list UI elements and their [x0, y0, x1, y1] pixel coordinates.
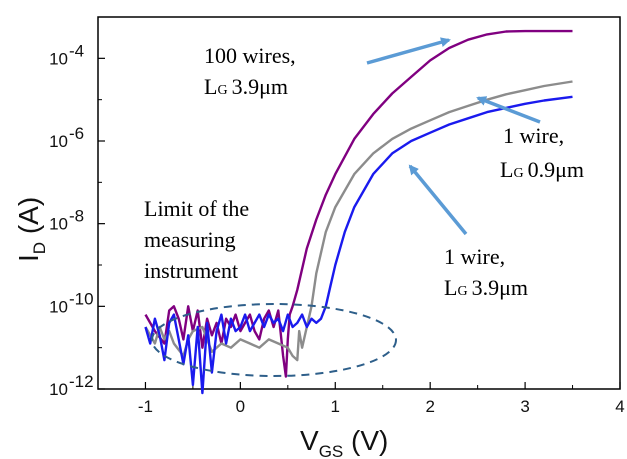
annotation-limit-line3: instrument — [144, 258, 238, 283]
y-tick-exponent: -4 — [69, 41, 84, 60]
annotation-100-wires-line2: LG 3.9μm — [204, 74, 288, 99]
lg-symbol: L — [204, 74, 217, 99]
annotation-limit-line2: measuring — [144, 227, 236, 252]
y-tick-exponent: -12 — [69, 372, 94, 391]
y-tick-base: 10 — [49, 132, 68, 151]
annotation-1-wire-a-line1: 1 wire, — [503, 123, 564, 148]
y-tick-base: 10 — [49, 49, 68, 68]
x-axis-title-sub: GS — [319, 442, 344, 459]
annotation-limit-line1: Limit of the — [144, 196, 249, 221]
x-axis: -1 0 1 2 3 4 — [97, 382, 625, 416]
x-axis-title-unit: (V) — [343, 425, 388, 456]
annotation-100-wires-line1: 100 wires, — [204, 43, 296, 68]
y-tick-label: 10 — [49, 49, 68, 68]
y-tick-base: 10 — [49, 297, 68, 316]
y-tick-label: 10 — [49, 132, 68, 151]
lg-subscript: G — [217, 83, 227, 98]
y-tick-base: 10 — [49, 215, 68, 234]
y-tick-label: 10 — [49, 215, 68, 234]
y-axis-title: ID (A) — [13, 197, 49, 262]
y-axis-title-sub: D — [30, 242, 49, 254]
y-tick-base: 10 — [49, 380, 68, 399]
noise-floor-ellipse — [151, 303, 397, 377]
lg-symbol: L — [444, 275, 457, 300]
annotation-1-wire-b-line2: LG 3.9μm — [444, 275, 528, 300]
x-axis-title-main: V — [300, 425, 319, 456]
lg-value: 0.9μm — [528, 157, 584, 182]
x-tick-label: -1 — [138, 397, 153, 416]
plot-frame — [97, 16, 621, 390]
lg-value: 3.9μm — [232, 74, 288, 99]
y-axis-title-main: I — [13, 254, 44, 262]
x-axis-title: VGS (V) — [300, 425, 388, 459]
y-tick-label: 10 — [49, 380, 68, 399]
annotation-1-wire-b-line1: 1 wire, — [444, 244, 505, 269]
y-tick-exponent: -10 — [69, 289, 94, 308]
x-tick-label: 4 — [615, 397, 624, 416]
arrow-1-wire-3-9 — [408, 164, 468, 236]
y-tick-exponent: -8 — [69, 207, 84, 226]
series-layer — [144, 29, 573, 395]
annotation-1-wire-a-line2: LG 0.9μm — [500, 157, 584, 182]
lg-subscript: G — [513, 166, 523, 181]
series-line-3 — [144, 95, 573, 395]
x-tick-label: 1 — [331, 397, 340, 416]
x-tick-label: 2 — [425, 397, 434, 416]
lg-symbol: L — [500, 157, 513, 182]
lg-value: 3.9μm — [472, 275, 528, 300]
x-tick-label: 3 — [520, 397, 529, 416]
x-tick-label: 0 — [236, 397, 245, 416]
y-tick-exponent: -6 — [69, 124, 84, 143]
y-tick-label: 10 — [49, 297, 68, 316]
lg-subscript: G — [457, 284, 467, 299]
y-axis-title-unit: (A) — [13, 197, 44, 242]
arrow-100-wires — [366, 37, 451, 65]
arrow-1-wire-0-9 — [476, 96, 541, 124]
